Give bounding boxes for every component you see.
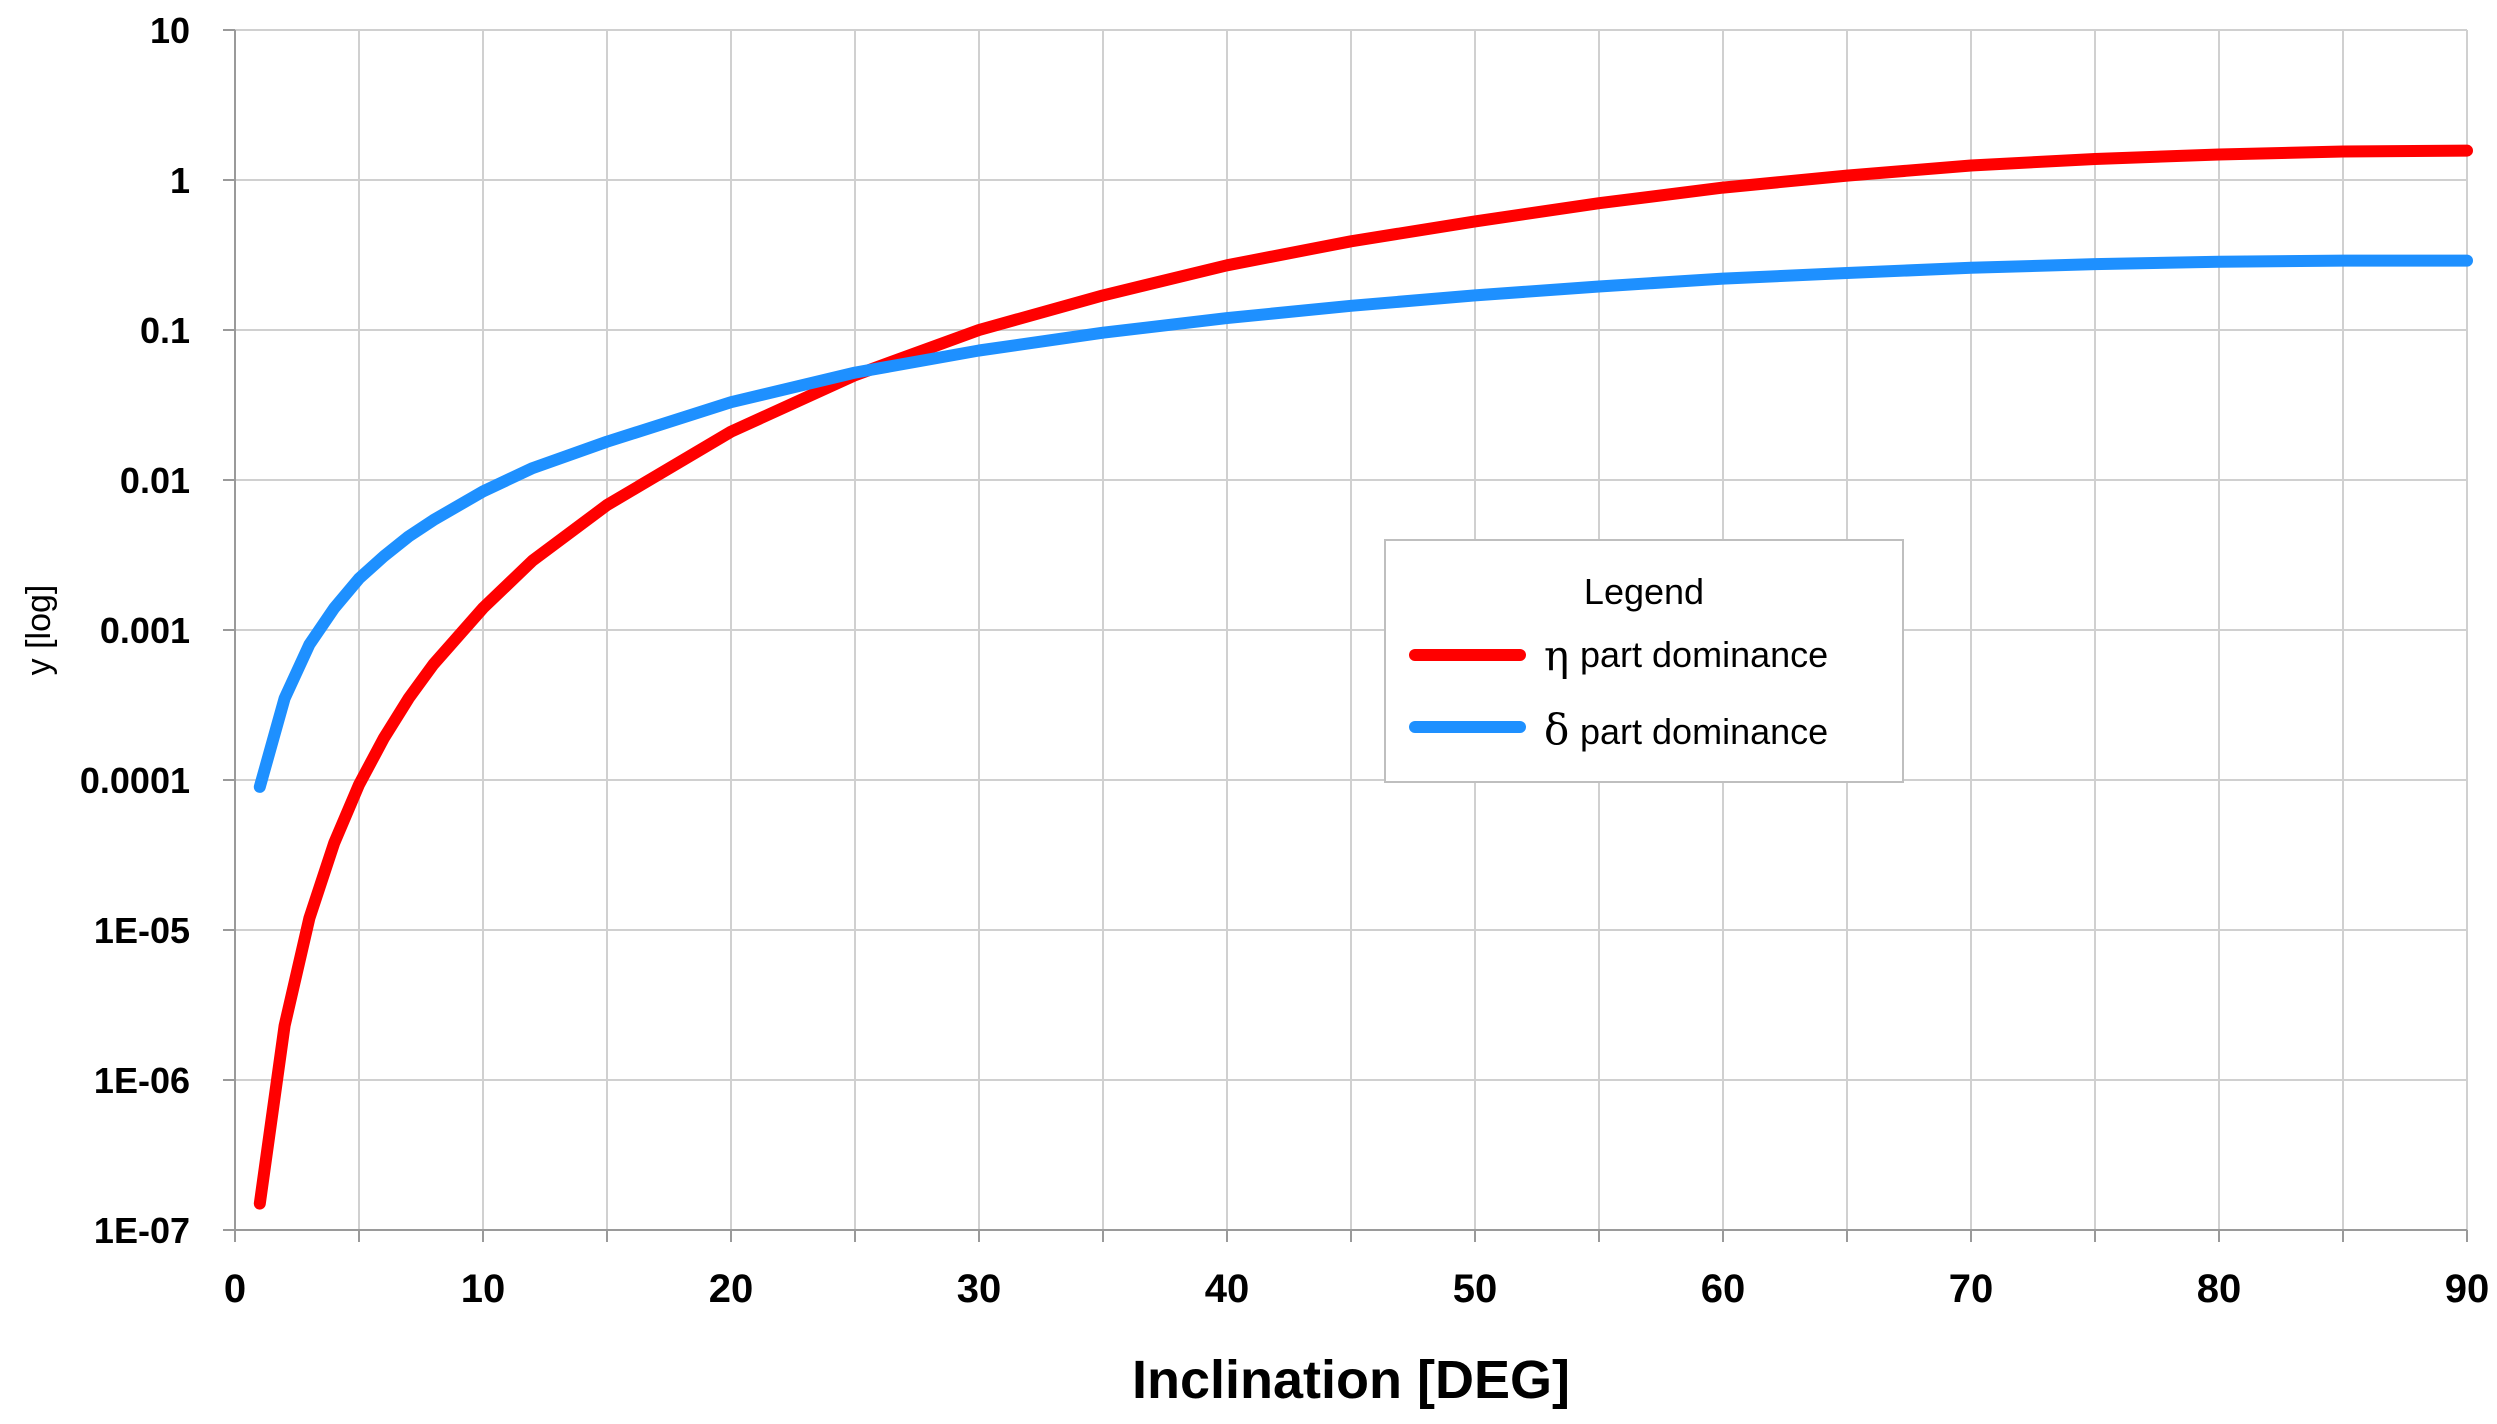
- legend: Legend η part dominance δ part dominance: [1384, 539, 1904, 783]
- y-tick-label: 1E-07: [94, 1210, 190, 1251]
- y-tick-label: 0.001: [100, 610, 190, 651]
- y-tick-label: 1E-06: [94, 1060, 190, 1101]
- series-group: [253, 144, 2473, 1210]
- y-tick-label: 10: [150, 10, 190, 51]
- legend-symbol-delta: δ: [1544, 705, 1569, 754]
- legend-title: Legend: [1584, 571, 1704, 612]
- x-tick-label: 70: [1949, 1267, 1994, 1311]
- x-tick-label: 60: [1701, 1267, 1746, 1311]
- x-tick-label: 90: [2445, 1267, 2490, 1311]
- x-tick-label: 40: [1205, 1267, 1250, 1311]
- x-tick-label: 0: [224, 1267, 246, 1311]
- legend-symbol-eta: η: [1544, 631, 1569, 680]
- y-tick-label: 1E-05: [94, 910, 190, 951]
- legend-label-delta: part dominance: [1580, 711, 1828, 752]
- legend-label-eta: part dominance: [1580, 634, 1828, 675]
- series-line-eta: [253, 144, 2473, 1210]
- x-tick-label: 30: [957, 1267, 1002, 1311]
- x-axis-label: Inclination [DEG]: [1132, 1350, 1570, 1410]
- y-tick-label: 0.0001: [80, 760, 190, 801]
- axes: [223, 29, 2468, 1242]
- tick-labels: 0 10 20 30 40 50 60 70 80 90 1E-07 1E-06 1E-05 0.0001…: [80, 10, 2489, 1311]
- y-axis-label: y [log]: [20, 585, 58, 676]
- x-tick-label: 80: [2197, 1267, 2242, 1311]
- y-tick-label: 0.1: [140, 310, 190, 351]
- y-tick-label: 1: [170, 160, 190, 201]
- series-line-delta: [253, 254, 2473, 793]
- x-tick-label: 20: [709, 1267, 754, 1311]
- y-tick-label: 0.01: [120, 460, 190, 501]
- x-tick-label: 10: [461, 1267, 506, 1311]
- x-tick-label: 50: [1453, 1267, 1498, 1311]
